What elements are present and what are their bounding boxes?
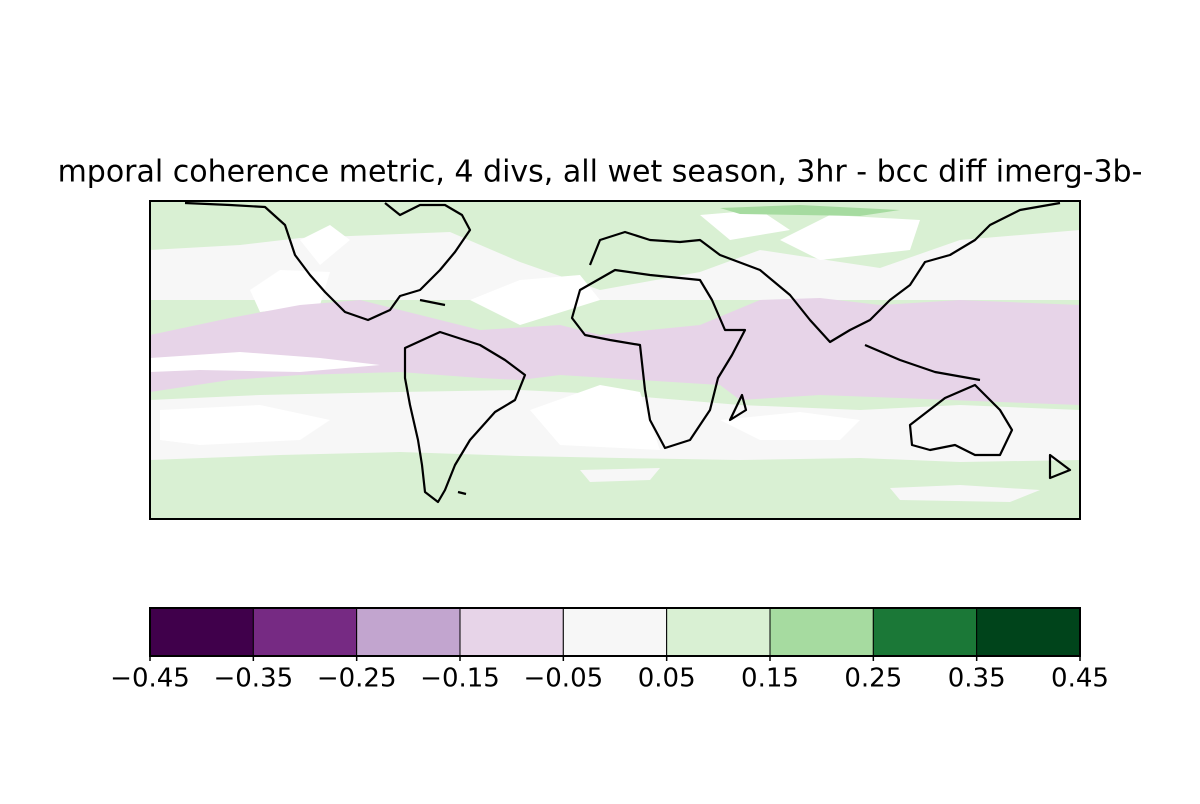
colorbar-tick-label: −0.45: [110, 664, 190, 694]
colorbar-segment: [872, 607, 978, 657]
colorbar-segment: [666, 607, 771, 657]
map-frame: [149, 200, 1081, 520]
colorbar-tick-label: −0.35: [213, 664, 293, 694]
colorbar-segment: [252, 607, 358, 657]
contour-region: [580, 468, 1040, 502]
colorbar-segment: [562, 607, 668, 657]
coastline: [570, 268, 747, 450]
coastlines: [184, 201, 1072, 504]
chart-title: mporal coherence metric, 4 divs, all wet…: [58, 155, 1143, 190]
colorbar-tick-label: 0.15: [741, 664, 799, 694]
contour-region: [720, 205, 900, 216]
colorbar-tick-label: 0.05: [638, 664, 696, 694]
coastline: [419, 298, 1072, 496]
colorbar-tick-label: 0.25: [844, 664, 902, 694]
map: [150, 201, 1080, 519]
coastline: [588, 201, 1061, 344]
colorbar-segment: [459, 607, 564, 657]
contour-region: [250, 210, 920, 325]
colorbar-segment: [356, 607, 461, 657]
coastline: [403, 330, 527, 504]
contour-region: [150, 230, 1080, 300]
coastline: [908, 383, 1014, 457]
colorbar-tick-label: −0.05: [523, 664, 603, 694]
colorbar-frame: [149, 607, 1081, 657]
colorbar-tick-label: 0.45: [1051, 664, 1109, 694]
colorbar-tick-label: −0.15: [420, 664, 500, 694]
colorbar-segment: [149, 607, 254, 657]
colorbar-segment: [769, 607, 874, 657]
contour-region: [160, 385, 860, 450]
contour-region: [150, 352, 380, 372]
colorbar-tick-label: 0.35: [948, 664, 1006, 694]
colorbar-segment: [976, 607, 1081, 657]
contour-region: [150, 298, 1080, 405]
coastline: [184, 201, 472, 322]
colorbar-tick-label: −0.25: [317, 664, 397, 694]
